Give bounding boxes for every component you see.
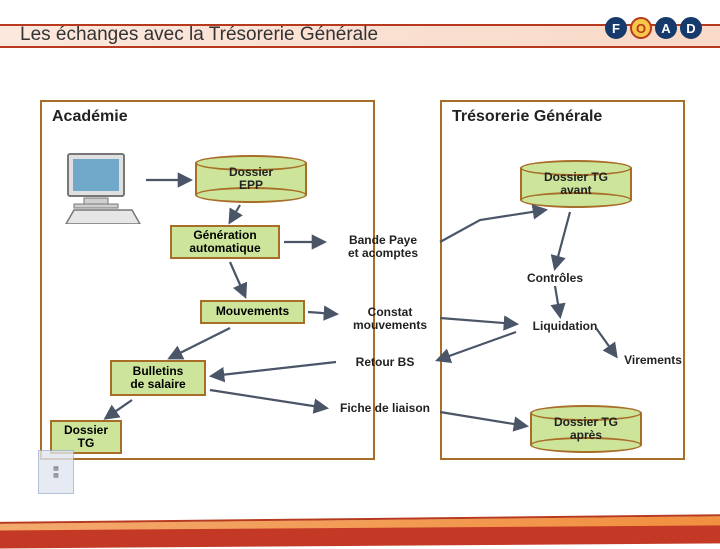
ministry-logo: ▦▦ — [38, 450, 74, 494]
logo-letter: F — [605, 17, 627, 39]
foad-logo: F O A D — [605, 17, 702, 39]
label-liquidation: Liquidation — [520, 320, 610, 333]
panel-title: Académie — [52, 108, 128, 126]
box-generation: Générationautomatique — [170, 225, 280, 259]
computer-icon — [60, 150, 146, 224]
box-dossier-tg: DossierTG — [50, 420, 122, 454]
label-bande: Bande Payeet acomptes — [328, 234, 438, 260]
title-bar: Les échanges avec la Trésorerie Générale… — [0, 18, 720, 54]
label-constat: Constatmouvements — [340, 306, 440, 332]
logo-letter: A — [655, 17, 677, 39]
db-epp: DossierEPP — [195, 155, 307, 203]
page-title: Les échanges avec la Trésorerie Générale — [20, 24, 378, 46]
label-virements: Virements — [618, 354, 688, 367]
label-fiche: Fiche de liaison — [330, 402, 440, 415]
label-controles: Contrôles — [510, 272, 600, 285]
db-tg-avant: Dossier TGavant — [520, 160, 632, 208]
bottom-decoration — [0, 506, 720, 540]
box-mouvements: Mouvements — [200, 300, 305, 324]
db-tg-apres: Dossier TGaprès — [530, 405, 642, 453]
logo-letter: D — [680, 17, 702, 39]
label-retour: Retour BS — [340, 356, 430, 369]
box-bulletins: Bulletinsde salaire — [110, 360, 206, 396]
logo-letter: O — [630, 17, 652, 39]
diagram-canvas: Académie Trésorerie Générale DossierEPP … — [40, 100, 680, 470]
panel-title: Trésorerie Générale — [452, 108, 602, 126]
